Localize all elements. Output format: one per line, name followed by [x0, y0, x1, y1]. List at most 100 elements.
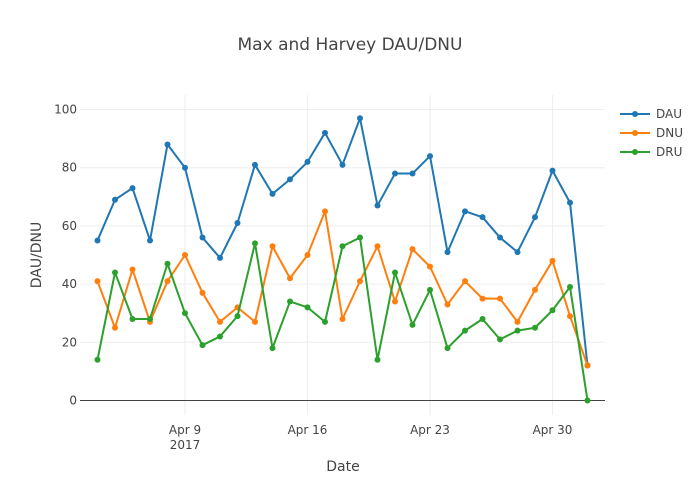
series-dau	[94, 115, 591, 369]
data-point-dru[interactable]	[199, 342, 206, 349]
data-point-dnu[interactable]	[129, 266, 136, 273]
data-point-dru[interactable]	[147, 316, 153, 322]
data-point-dnu[interactable]	[479, 295, 486, 302]
data-point-dru[interactable]	[514, 327, 521, 334]
data-point-dru[interactable]	[549, 307, 556, 314]
data-point-dru[interactable]	[112, 269, 118, 276]
data-point-dau[interactable]	[217, 254, 223, 261]
data-point-dnu[interactable]	[94, 278, 101, 285]
data-point-dau[interactable]	[199, 234, 206, 241]
data-point-dnu[interactable]	[444, 301, 451, 308]
data-point-dau[interactable]	[532, 214, 538, 221]
data-point-dru[interactable]	[584, 397, 591, 404]
data-point-dau[interactable]	[427, 153, 433, 160]
data-point-dau[interactable]	[392, 170, 398, 177]
data-point-dnu[interactable]	[549, 257, 556, 264]
data-point-dau[interactable]	[444, 249, 451, 256]
legend[interactable]: DAU DNU DRU	[620, 107, 683, 159]
y-tick-label: 80	[62, 161, 77, 175]
data-point-dnu[interactable]	[199, 289, 206, 296]
data-point-dau[interactable]	[567, 199, 573, 206]
data-point-dnu[interactable]	[357, 278, 363, 285]
data-point-dru[interactable]	[479, 316, 486, 322]
data-point-dru[interactable]	[567, 284, 573, 290]
data-point-dau[interactable]	[322, 129, 328, 136]
data-point-dau[interactable]	[129, 185, 136, 192]
x-tick-label: Apr 30	[533, 423, 573, 437]
data-point-dau[interactable]	[112, 196, 118, 203]
data-point-dru[interactable]	[339, 243, 346, 250]
data-point-dnu[interactable]	[164, 278, 171, 285]
data-point-dau[interactable]	[549, 167, 556, 174]
data-point-dnu[interactable]	[427, 263, 433, 270]
legend-label-dau: DAU	[656, 107, 682, 121]
data-point-dau[interactable]	[479, 214, 486, 221]
data-point-dru[interactable]	[444, 345, 451, 352]
data-point-dnu[interactable]	[567, 313, 573, 320]
data-point-dnu[interactable]	[409, 246, 416, 253]
data-point-dnu[interactable]	[514, 318, 521, 325]
series-dru	[94, 234, 591, 404]
data-point-dnu[interactable]	[322, 208, 328, 215]
data-point-dru[interactable]	[427, 286, 433, 293]
legend-marker-dnu	[632, 130, 638, 136]
data-point-dau[interactable]	[164, 141, 171, 148]
data-point-dru[interactable]	[269, 345, 276, 352]
data-point-dru[interactable]	[462, 327, 468, 334]
data-point-dnu[interactable]	[217, 318, 223, 325]
legend-item-dru[interactable]: DRU	[620, 145, 682, 159]
data-point-dru[interactable]	[129, 316, 136, 322]
data-point-dnu[interactable]	[392, 298, 398, 305]
data-point-dnu[interactable]	[304, 252, 311, 258]
data-point-dru[interactable]	[532, 324, 538, 331]
data-point-dau[interactable]	[234, 220, 241, 226]
data-point-dru[interactable]	[357, 234, 363, 241]
data-point-dau[interactable]	[339, 161, 346, 168]
data-point-dau[interactable]	[514, 249, 521, 256]
y-tick-label: 0	[69, 393, 77, 407]
data-point-dau[interactable]	[94, 237, 101, 244]
data-point-dau[interactable]	[269, 190, 276, 197]
legend-item-dnu[interactable]: DNU	[620, 126, 683, 140]
data-point-dru[interactable]	[252, 240, 258, 247]
data-point-dru[interactable]	[409, 321, 416, 328]
data-point-dnu[interactable]	[252, 318, 258, 325]
data-point-dru[interactable]	[497, 336, 503, 343]
data-point-dru[interactable]	[392, 269, 398, 276]
data-point-dau[interactable]	[462, 208, 468, 215]
data-point-dnu[interactable]	[532, 286, 538, 293]
legend-marker-dau	[632, 111, 638, 117]
data-point-dnu[interactable]	[287, 275, 293, 282]
data-point-dau[interactable]	[252, 161, 258, 168]
data-point-dau[interactable]	[409, 170, 416, 177]
y-axis-title: DAU/DNU	[29, 222, 45, 289]
data-point-dnu[interactable]	[584, 362, 591, 369]
data-point-dau[interactable]	[182, 164, 188, 171]
data-point-dau[interactable]	[357, 115, 363, 122]
data-point-dru[interactable]	[234, 313, 241, 320]
data-point-dru[interactable]	[322, 318, 328, 325]
data-point-dau[interactable]	[287, 176, 293, 183]
series-layer	[94, 115, 591, 404]
data-point-dnu[interactable]	[374, 243, 381, 250]
data-point-dau[interactable]	[147, 237, 153, 244]
data-point-dnu[interactable]	[339, 316, 346, 322]
data-point-dru[interactable]	[287, 298, 293, 305]
data-point-dru[interactable]	[182, 310, 188, 317]
data-point-dau[interactable]	[304, 158, 311, 165]
data-point-dau[interactable]	[497, 234, 503, 241]
data-point-dau[interactable]	[374, 202, 381, 209]
data-point-dnu[interactable]	[182, 252, 188, 258]
data-point-dnu[interactable]	[269, 243, 276, 250]
data-point-dru[interactable]	[94, 356, 101, 363]
legend-item-dau[interactable]: DAU	[620, 107, 682, 121]
data-point-dnu[interactable]	[112, 324, 118, 331]
data-point-dru[interactable]	[374, 356, 381, 363]
legend-marker-dru	[632, 149, 638, 155]
data-point-dru[interactable]	[304, 304, 311, 311]
data-point-dnu[interactable]	[462, 278, 468, 285]
data-point-dru[interactable]	[217, 333, 223, 340]
data-point-dnu[interactable]	[497, 295, 503, 302]
data-point-dru[interactable]	[164, 260, 171, 267]
